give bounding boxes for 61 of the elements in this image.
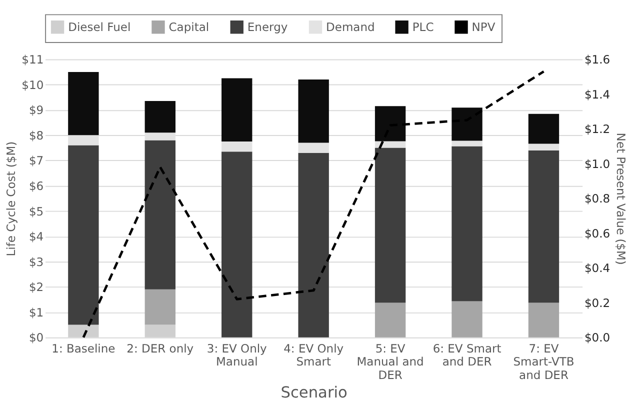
legend-label: NPV	[472, 20, 496, 34]
bar	[374, 148, 406, 303]
bar	[68, 72, 99, 136]
y-tick-label: $8	[28, 128, 44, 142]
y-tick-label: $5	[28, 204, 44, 218]
y2-tick-label: $0.4	[584, 261, 610, 276]
bar	[374, 302, 406, 338]
y-tick-label: $10	[22, 78, 44, 92]
legend-label: Energy	[247, 20, 288, 34]
bar	[452, 146, 482, 302]
bar	[452, 140, 482, 146]
legend-label: PLC	[412, 20, 434, 34]
legend-label: Demand	[326, 20, 375, 34]
y-tick-label: $1	[28, 305, 44, 320]
y-tick-label: $7	[28, 154, 44, 168]
y-tick-label: $2	[28, 280, 44, 294]
bar	[144, 140, 176, 290]
bar	[298, 152, 329, 338]
bar	[68, 145, 99, 325]
x-tick-label: 4: EV Only Smart	[284, 341, 344, 369]
y2-tick-label: $1.2	[584, 122, 610, 136]
y-tick-label: $0	[28, 330, 44, 345]
bar	[528, 150, 560, 303]
legend-label: Capital	[168, 20, 210, 34]
bar	[144, 101, 176, 133]
bar	[222, 78, 252, 142]
x-tick-label: 3: EV Only Manual	[206, 341, 268, 369]
y2-tick-label: $1.0	[584, 156, 610, 171]
y-tick-label: $4	[28, 230, 44, 244]
y-tick-label: $6	[28, 179, 44, 194]
x-tick-label: 5: EV Manual and DER	[356, 341, 424, 382]
bar	[452, 108, 482, 141]
bar	[374, 141, 406, 148]
x-tick-label: 1: Baseline	[52, 341, 116, 356]
y2-tick-label: $0.2	[584, 296, 610, 310]
bar	[222, 152, 252, 338]
y2-tick-label: $1.4	[584, 87, 610, 102]
bar	[452, 301, 482, 338]
bar	[528, 302, 560, 338]
bar	[298, 142, 329, 153]
y2-tick-label: $0.0	[584, 330, 610, 345]
x-tick-label: 7: EV Smart-VTB and DER	[513, 341, 574, 382]
bar	[222, 141, 252, 152]
line-series	[82, 70, 545, 339]
y2-tick-label: $0.8	[584, 192, 610, 206]
y-tick-label: $9	[28, 103, 44, 118]
y2-tick-label: $1.6	[584, 52, 610, 67]
y-axis-title: Life Cycle Cost ($M)	[4, 141, 18, 256]
y-tick-label: $3	[28, 254, 44, 269]
y-tick-label: $11	[22, 52, 44, 67]
x-tick-label: 6: EV Smart and DER	[432, 341, 502, 369]
bar	[298, 80, 329, 143]
bar	[528, 144, 560, 150]
y2-tick-label: $0.6	[584, 226, 610, 240]
bar	[144, 289, 176, 325]
x-tick-label: 2: DER only	[126, 341, 194, 356]
bar	[374, 106, 406, 142]
y2-axis-title: Net Present Value ($M)	[614, 132, 628, 265]
bar	[528, 114, 560, 144]
legend-label: Diesel Fuel	[68, 20, 131, 34]
x-axis-title: Scenario	[280, 383, 348, 402]
